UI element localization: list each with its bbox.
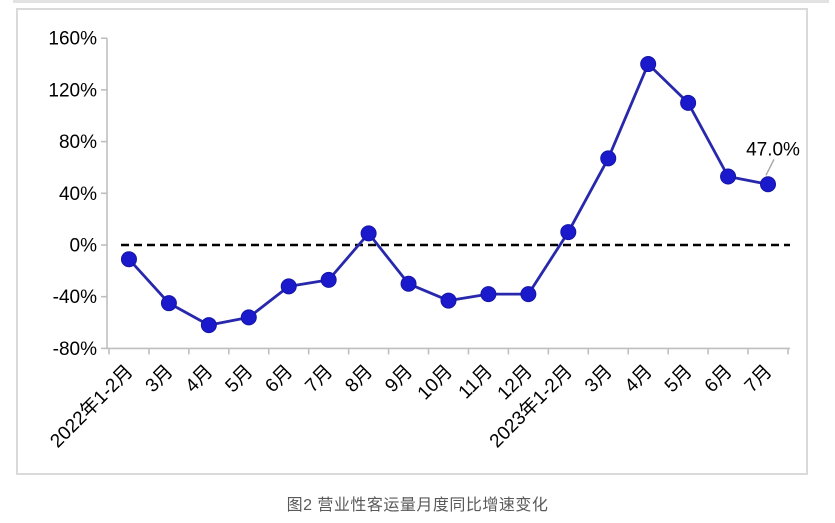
data-point — [520, 286, 537, 303]
annotation-leader-line — [765, 158, 775, 176]
data-point — [120, 251, 137, 268]
data-point — [160, 295, 177, 312]
y-axis-tick-label: 80% — [59, 132, 97, 153]
y-axis-tick-label: 40% — [59, 184, 97, 205]
data-point — [720, 168, 737, 185]
data-point — [600, 150, 617, 167]
y-axis-tick-label: 0% — [70, 236, 98, 257]
x-axis-tick-label: 4月 — [182, 361, 218, 397]
top-divider — [13, 0, 829, 3]
y-axis-tick-label: 160% — [48, 29, 97, 50]
y-axis-tick-label: -80% — [53, 339, 97, 360]
x-axis-tick-label: 3月 — [581, 361, 617, 397]
x-axis-tick-label: 9月 — [381, 361, 417, 397]
y-axis-tick-label: -40% — [53, 287, 97, 308]
data-point — [560, 224, 577, 241]
x-axis-tick-label: 6月 — [262, 361, 298, 397]
chart-panel: 160% 120% 80% 40% 0% -40% -80% 2022年1-2月 3月 4月 5月 6… — [16, 8, 808, 475]
data-point — [360, 225, 377, 242]
x-axis-tick-label: 7月 — [741, 361, 777, 397]
chart-caption: 图2 营业性客运量月度同比增速变化 — [286, 497, 549, 514]
y-axis-tick-label: 120% — [48, 80, 97, 101]
x-axis-tick-label: 11月 — [455, 361, 497, 403]
data-point — [400, 275, 417, 292]
x-axis-tick-label: 4月 — [621, 361, 657, 397]
data-point — [640, 56, 657, 73]
x-axis-tick-label: 8月 — [341, 361, 377, 397]
data-point — [480, 286, 497, 303]
x-axis-tick-label: 3月 — [142, 361, 178, 397]
data-label-last-point: 47.0% — [746, 139, 800, 160]
data-point — [320, 271, 337, 288]
data-point — [760, 176, 777, 193]
x-axis-tick-label: 5月 — [661, 361, 697, 397]
data-point — [440, 292, 457, 309]
line-chart: 160%120%80%40%0%-40%-80%2022年1-2月 3月 4月 5月 6… — [46, 29, 800, 452]
x-axis-tick-label: 2022年1-2月 — [46, 360, 138, 452]
data-point — [680, 94, 697, 111]
x-axis-tick-label: 10月 — [414, 361, 457, 404]
x-axis-tick-label: 7月 — [301, 361, 337, 397]
x-axis-tick-label: 5月 — [222, 361, 258, 397]
data-point — [240, 309, 257, 326]
series-line — [127, 62, 770, 327]
x-axis-tick-label: 6月 — [701, 361, 737, 397]
data-point — [280, 278, 297, 295]
data-point — [200, 317, 217, 334]
